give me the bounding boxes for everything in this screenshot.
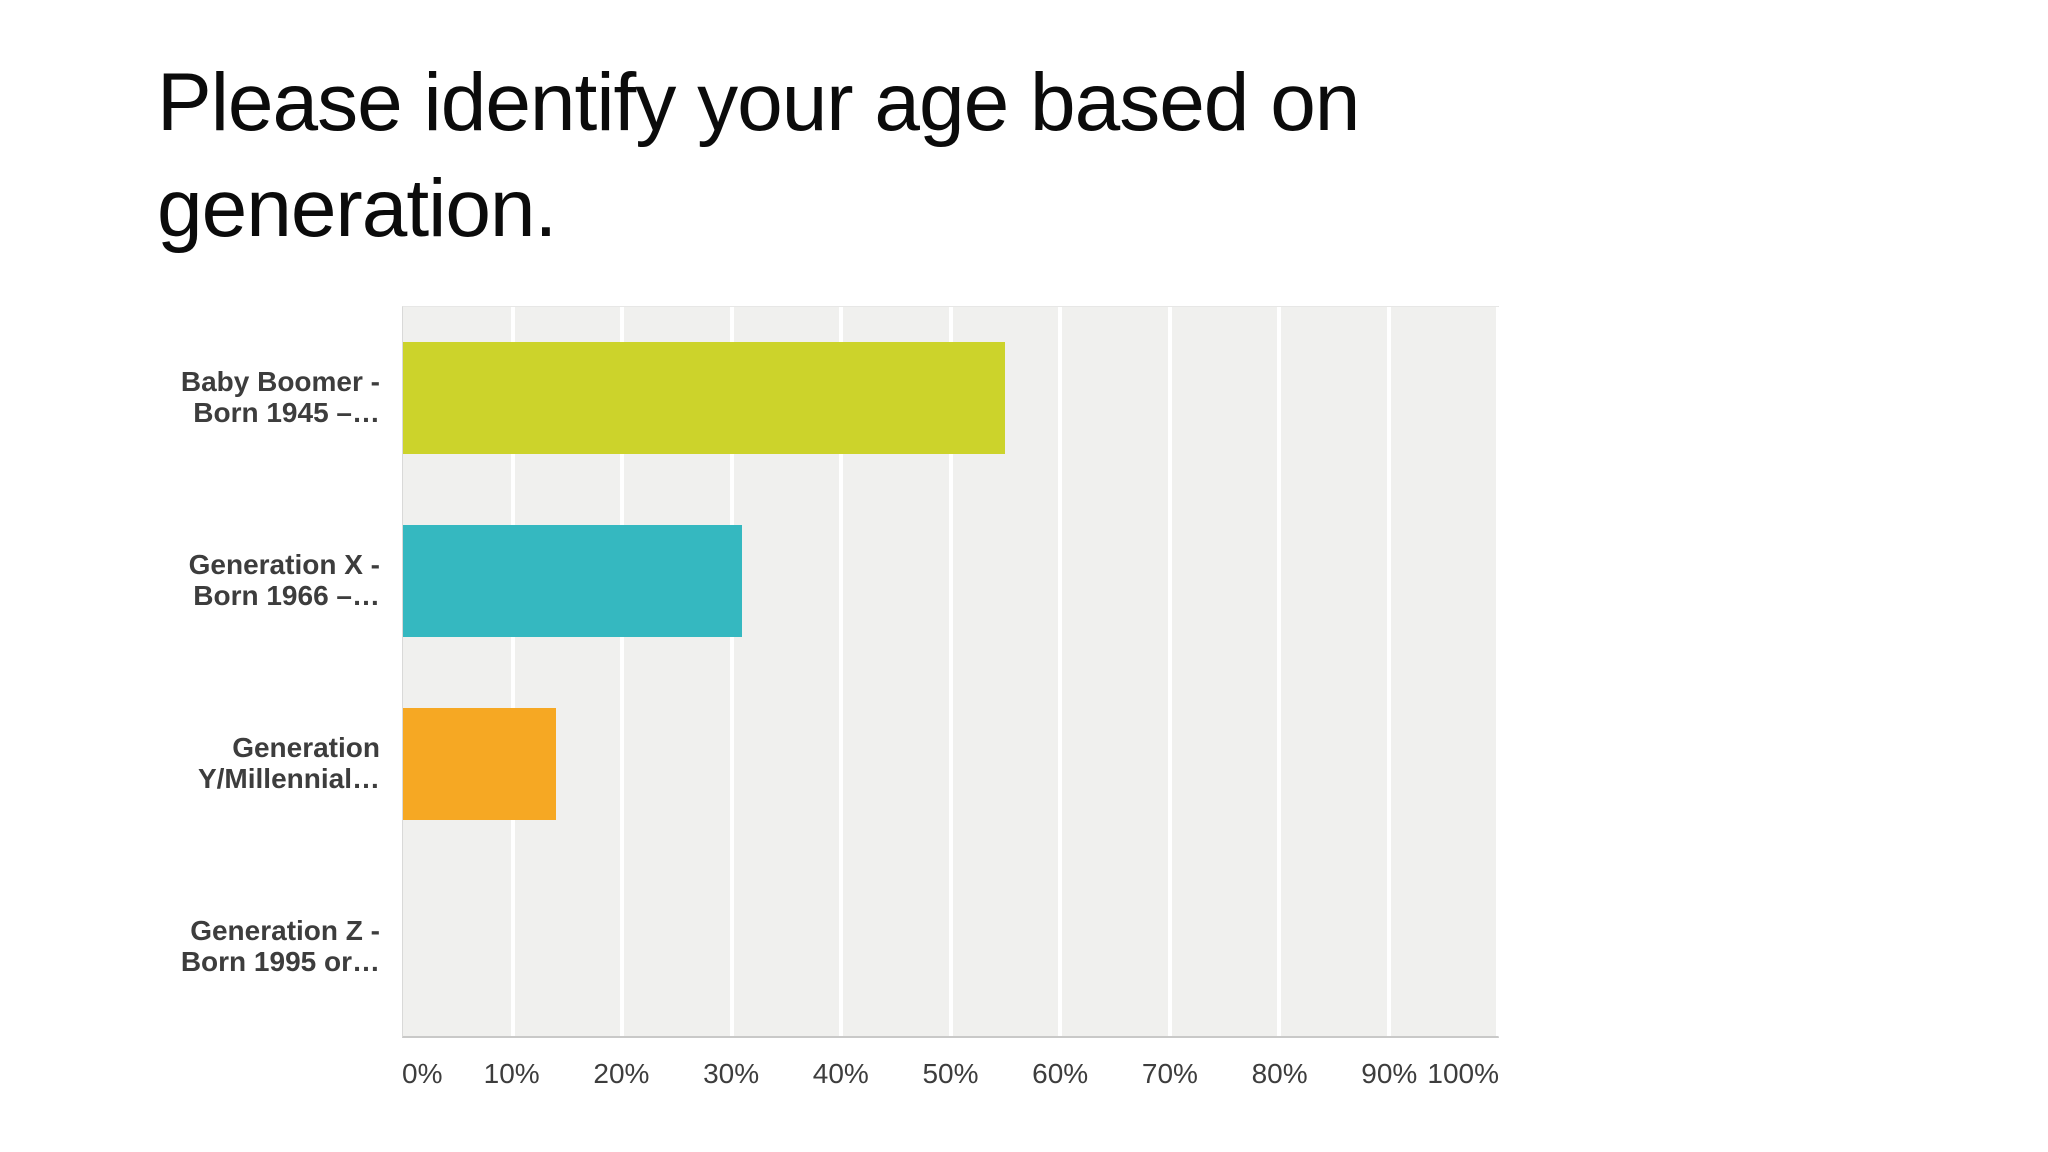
- gridline: [510, 307, 515, 1036]
- chart-title-line1: Please identify your age based on: [157, 57, 1360, 148]
- chart-title-line2: generation.: [157, 163, 557, 254]
- gridline: [620, 307, 624, 1036]
- category-label-line: Born 1945 –…: [193, 397, 380, 428]
- gridline: [1277, 307, 1281, 1036]
- bar: [403, 525, 743, 637]
- category-label-line: Born 1966 –…: [193, 580, 380, 611]
- x-tick-label: 70%: [1141, 1058, 1198, 1089]
- gridline: [1496, 307, 1500, 1036]
- category-label-line: Baby Boomer -: [180, 366, 380, 397]
- gridline: [1058, 307, 1062, 1036]
- category-label-line: Born 1995 or…: [180, 946, 380, 977]
- gridline: [1386, 307, 1391, 1036]
- category-label-line: Generation Z -: [190, 915, 380, 946]
- x-tick-label: 10%: [483, 1058, 540, 1089]
- gridline: [1167, 307, 1172, 1036]
- x-tick-label: 60%: [1032, 1058, 1089, 1089]
- x-tick-label: 0%: [402, 1058, 443, 1089]
- bar: [403, 342, 1006, 454]
- category-label: Generation X - Born 1966 –…: [0, 549, 380, 611]
- x-tick-label: 20%: [593, 1058, 650, 1089]
- plot-area: [402, 306, 1500, 1038]
- gridline: [948, 307, 953, 1036]
- category-label: Generation Z - Born 1995 or…: [0, 915, 380, 977]
- gridline: [839, 307, 843, 1036]
- x-tick-label: 100%: [1427, 1058, 1499, 1089]
- x-tick-label: 50%: [922, 1058, 979, 1089]
- x-tick-label: 40%: [812, 1058, 869, 1089]
- bar: [403, 708, 557, 820]
- x-tick-label: 80%: [1251, 1058, 1308, 1089]
- gridline: [729, 307, 734, 1036]
- category-label-line: Y/Millennial…: [197, 763, 380, 794]
- x-axis: 0% 10% 20% 30% 40% 50% 60% 70% 80% 90% 100%: [402, 1058, 1499, 1098]
- x-tick-label: 30%: [703, 1058, 760, 1089]
- category-label: Baby Boomer - Born 1945 –…: [0, 366, 380, 428]
- category-axis: Baby Boomer - Born 1945 –… Generation X -B…: [0, 306, 392, 1038]
- category-label: Generation Y/Millennial…: [0, 732, 380, 794]
- chart-title: Please identify your age based on genera…: [157, 50, 1360, 262]
- x-tick-label: 90%: [1361, 1058, 1418, 1089]
- category-label-line: Generation X -: [188, 549, 380, 580]
- category-label-line: Generation: [232, 732, 380, 763]
